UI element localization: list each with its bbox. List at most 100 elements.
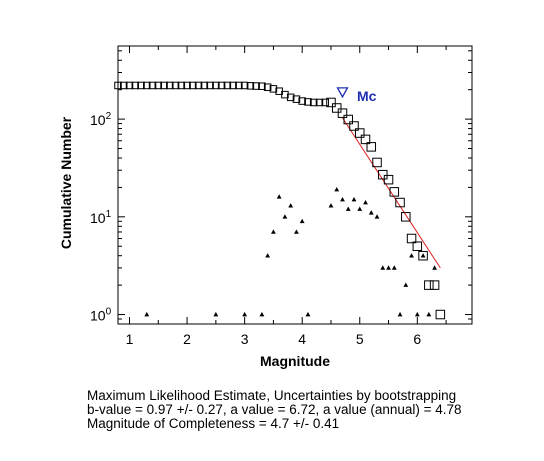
cumulative-point: [171, 81, 180, 90]
cumulative-point: [263, 83, 272, 91]
y-tick-label: 102: [90, 111, 112, 128]
cumulative-point: [217, 81, 226, 90]
axis-tick-labels: 1 2 3 4 5 6 100 101 102: [90, 111, 421, 347]
cumulative-point: [206, 81, 214, 90]
cumulative-point: [194, 81, 203, 90]
cumulative-point: [292, 95, 301, 103]
cumulative-point: [315, 98, 324, 107]
caption-line-method: Maximum Likelihood Estimate, Uncertainti…: [87, 388, 457, 403]
cumulative-point: [281, 90, 289, 99]
cumulative-point: [286, 93, 295, 102]
cumulative-point: [304, 98, 312, 106]
cumulative-point: [395, 197, 405, 208]
mc-marker-layer: [336, 87, 349, 99]
cumulative-point: [366, 142, 377, 152]
x-tick-label: 3: [241, 331, 249, 347]
cumulative-point: [131, 81, 140, 90]
cumulative-point: [252, 82, 260, 90]
cumulative-point: [435, 309, 446, 320]
cumulative-point: [240, 81, 249, 90]
cumulative-point: [360, 134, 371, 145]
cumulative-point: [401, 212, 411, 222]
mc-marker: [336, 87, 349, 99]
noncumulative-point: [334, 186, 340, 192]
noncumulative-point: [409, 253, 414, 258]
fit-line: [342, 117, 441, 269]
y-axis-label: Cumulative Number: [58, 116, 74, 249]
noncumulative-point: [391, 265, 397, 270]
y-tick-label: 100: [90, 307, 112, 324]
cumulative-point: [337, 108, 348, 118]
cumulative-point: [137, 81, 145, 90]
noncumulative-point: [403, 282, 409, 287]
cumulative-point: [298, 97, 306, 105]
noncumulative-point: [305, 311, 311, 317]
cumulative-point: [412, 241, 423, 251]
noncumulative-point: [397, 311, 403, 317]
cumulative-point: [321, 98, 329, 107]
cumulative-point: [177, 81, 186, 90]
cumulative-point: [235, 81, 243, 90]
noncumulative-point: [144, 311, 150, 317]
cumulative-point: [331, 103, 342, 113]
cumulative-points: [114, 81, 446, 320]
noncumulative-point: [299, 218, 305, 224]
noncumulative-point: [368, 210, 374, 215]
noncumulative-point: [328, 203, 334, 208]
noncumulative-point: [374, 214, 380, 219]
cumulative-point: [114, 81, 122, 90]
caption-line-bvalue: b-value = 0.97 +/- 0.27, a value = 6.72,…: [87, 402, 462, 417]
cumulative-point: [418, 250, 428, 261]
x-tick-label: 5: [356, 331, 364, 347]
cumulative-point: [349, 121, 359, 131]
cumulative-point: [258, 82, 266, 90]
noncumulative-point: [426, 311, 432, 317]
cumulative-point: [183, 81, 191, 90]
noncumulative-points: [144, 186, 437, 317]
cumulative-point: [309, 98, 318, 107]
cumulative-point: [200, 81, 209, 90]
cumulative-point: [389, 187, 400, 197]
noncumulative-point: [357, 206, 363, 211]
x-tick-label: 2: [183, 331, 191, 347]
cumulative-point: [343, 114, 353, 125]
cumulative-point: [223, 81, 232, 90]
cumulative-point: [355, 128, 365, 138]
cumulative-point: [148, 81, 157, 90]
cumulative-point: [424, 280, 434, 290]
cumulative-point: [160, 81, 168, 90]
fit-line-layer: [342, 117, 441, 269]
plot-border: [117, 45, 473, 325]
cumulative-point: [378, 169, 388, 180]
x-tick-label: 4: [298, 331, 306, 347]
cumulative-point: [212, 81, 220, 90]
y-tick-label: 101: [90, 209, 112, 226]
estimate-caption: Maximum Likelihood Estimate, Uncertainti…: [87, 389, 462, 431]
cumulative-point: [143, 81, 151, 90]
cumulative-point: [154, 81, 163, 90]
noncumulative-point: [265, 253, 271, 258]
noncumulative-point: [242, 311, 248, 317]
noncumulative-point: [259, 311, 265, 317]
noncumulative-point: [386, 265, 391, 270]
cumulative-point: [406, 233, 417, 244]
noncumulative-point: [380, 265, 386, 270]
cumulative-point: [372, 157, 382, 168]
cumulative-point: [125, 81, 134, 90]
x-axis-label: Magnitude: [260, 353, 330, 369]
cumulative-point: [246, 82, 255, 90]
mc-label: Mc: [357, 88, 377, 104]
noncumulative-point: [345, 206, 351, 211]
noncumulative-point: [420, 253, 426, 258]
cumulative-point: [166, 81, 174, 90]
noncumulative-point: [213, 311, 219, 317]
noncumulative-point: [271, 229, 276, 234]
cumulative-point: [120, 81, 128, 90]
noncumulative-point: [294, 229, 299, 234]
noncumulative-point: [288, 203, 294, 208]
x-tick-label: 6: [413, 331, 421, 347]
x-tick-label: 1: [126, 331, 134, 347]
noncumulative-point: [351, 197, 357, 202]
noncumulative-point: [282, 214, 288, 219]
